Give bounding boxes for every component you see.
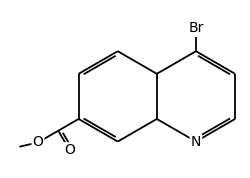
Text: O: O: [64, 143, 75, 157]
Text: O: O: [32, 135, 43, 150]
Text: Br: Br: [188, 21, 204, 35]
Text: N: N: [191, 135, 201, 149]
